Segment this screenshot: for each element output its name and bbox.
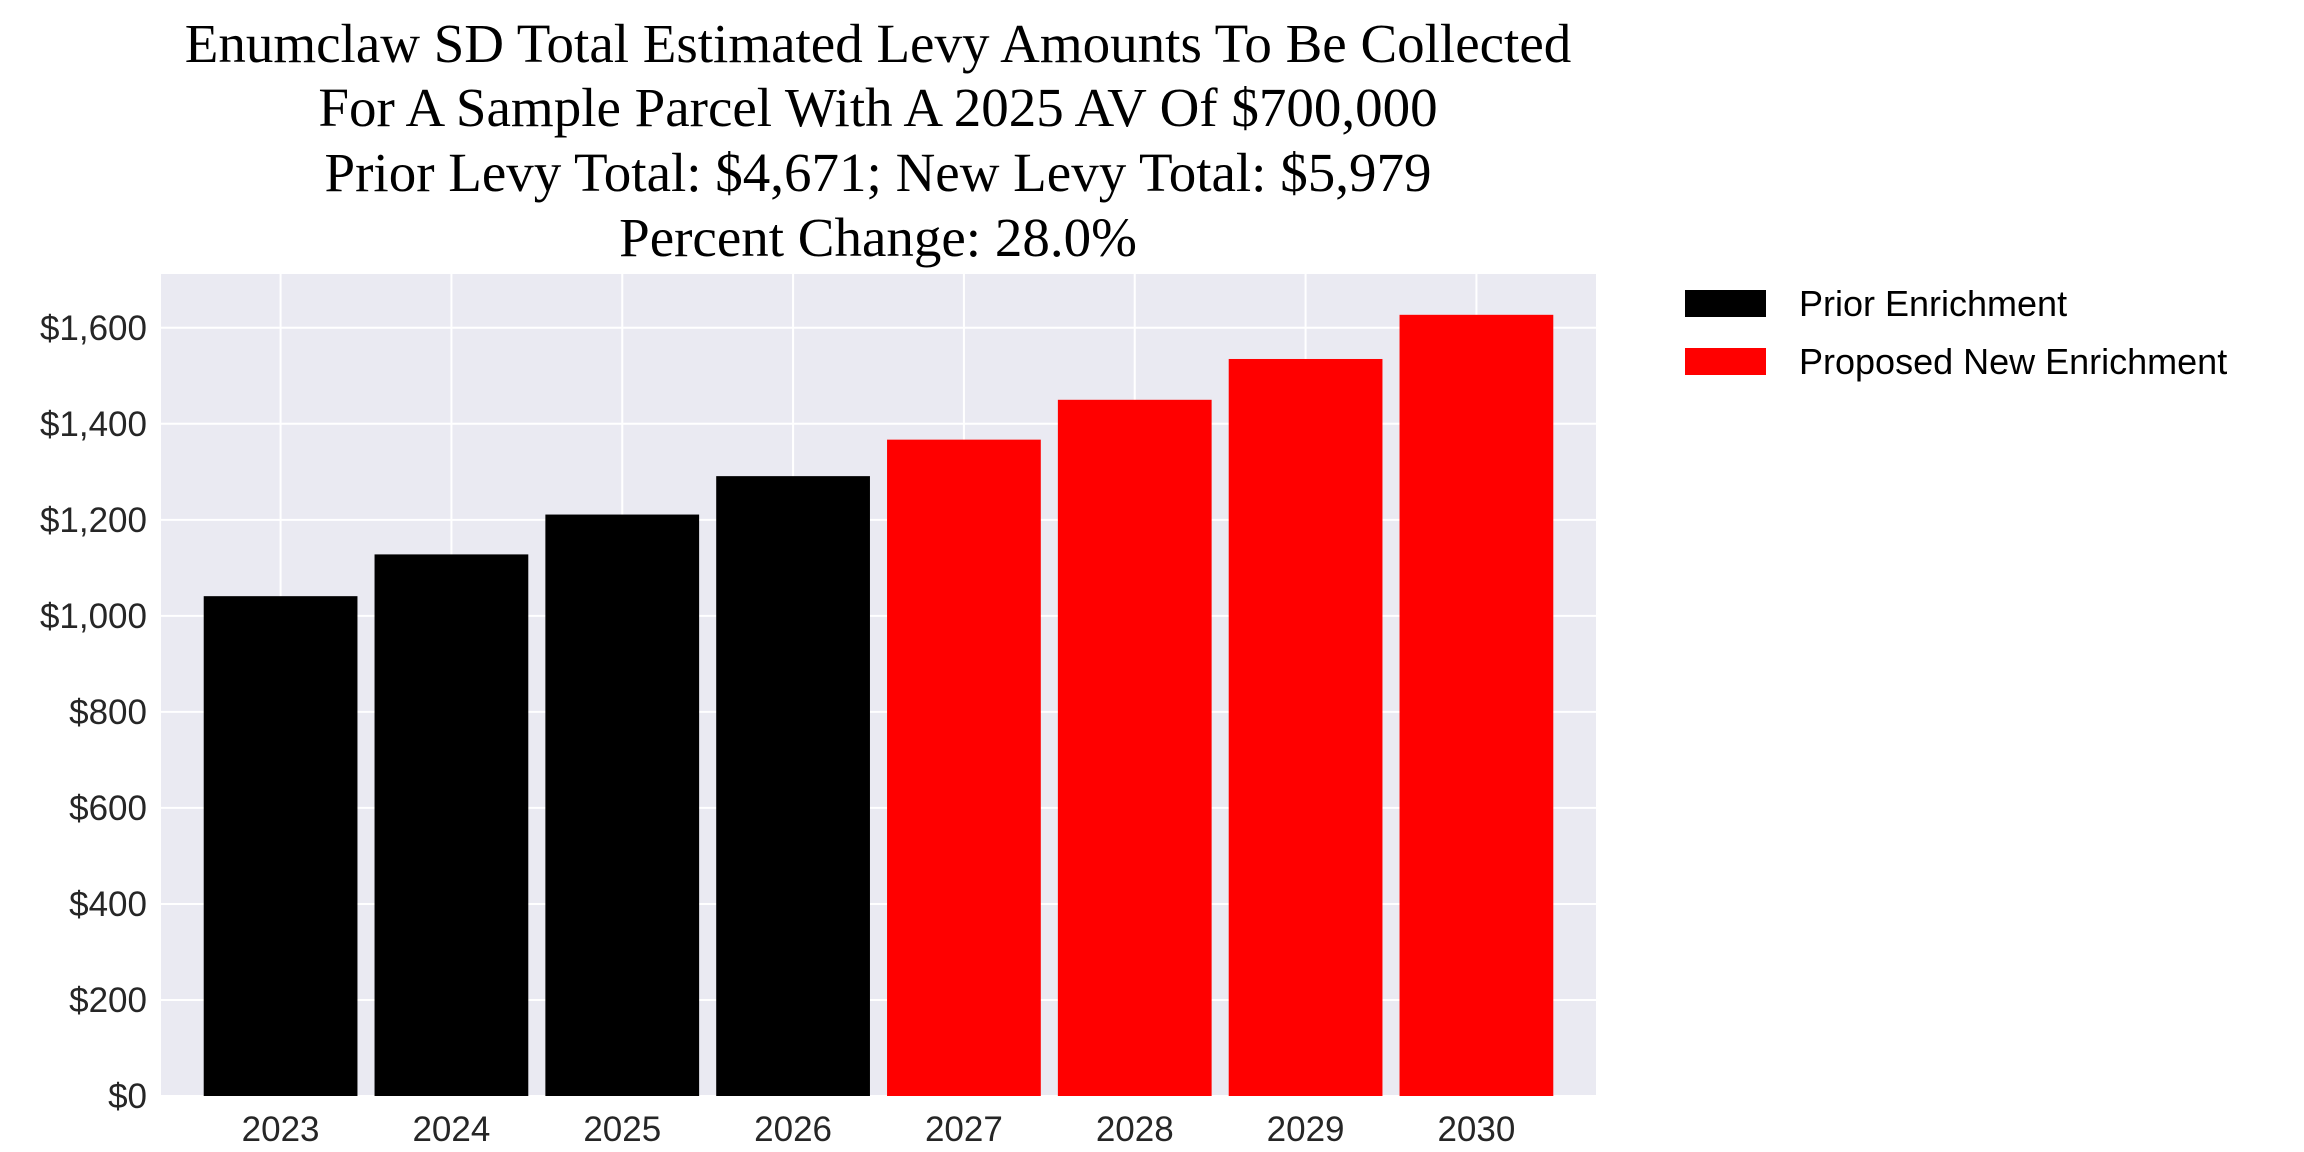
y-tick-label: $1,200 <box>40 501 147 540</box>
y-tick-label: $1,600 <box>40 309 147 348</box>
x-tick-label: 2029 <box>1267 1110 1345 1149</box>
y-tick-label: $200 <box>69 981 147 1020</box>
x-tick-label: 2027 <box>925 1110 1003 1149</box>
y-tick-label: $600 <box>69 789 147 828</box>
bar-2027 <box>887 439 1041 1096</box>
x-tick-label: 2026 <box>754 1110 832 1149</box>
x-axis: 2023 2024 2025 2026 2027 2028 2029 2030 <box>242 1110 1516 1149</box>
legend-swatch-prior <box>1685 290 1766 317</box>
y-tick-label: $1,000 <box>40 597 147 636</box>
title-line-4: Percent Change: 28.0% <box>619 207 1137 268</box>
bar-2026 <box>716 476 870 1096</box>
x-tick-label: 2025 <box>583 1110 661 1149</box>
title-line-2: For A Sample Parcel With A 2025 AV Of $7… <box>318 77 1437 138</box>
bar-2028 <box>1057 399 1212 1096</box>
legend-swatch-proposed <box>1685 348 1766 375</box>
bar-2023 <box>203 596 358 1096</box>
y-tick-label: $1,400 <box>40 405 147 444</box>
bar-2029 <box>1228 358 1383 1096</box>
y-tick-label: $0 <box>108 1077 147 1116</box>
x-tick-label: 2023 <box>242 1110 320 1149</box>
x-tick-label: 2030 <box>1437 1110 1515 1149</box>
y-axis: $0 $200 $400 $600 $800 $1,000 $1,200 $1,400 $1,6… <box>40 309 147 1116</box>
title-line-1: Enumclaw SD Total Estimated Levy Amounts… <box>185 13 1571 74</box>
bar-2024 <box>374 554 529 1096</box>
x-tick-label: 2024 <box>412 1110 490 1149</box>
chart-title: Enumclaw SD Total Estimated Levy Amounts… <box>185 13 1571 268</box>
legend-label-proposed: Proposed New Enrichment <box>1799 341 2227 382</box>
bar-2030 <box>1399 314 1554 1097</box>
y-tick-label: $400 <box>69 885 147 924</box>
bars <box>203 314 1554 1097</box>
legend: Prior Enrichment Proposed New Enrichment <box>1685 283 2227 382</box>
y-tick-label: $800 <box>69 693 147 732</box>
legend-label-prior: Prior Enrichment <box>1799 283 2067 324</box>
bar-2025 <box>545 514 700 1096</box>
x-tick-label: 2028 <box>1096 1110 1174 1149</box>
title-line-3: Prior Levy Total: $4,671; New Levy Total… <box>325 142 1432 203</box>
